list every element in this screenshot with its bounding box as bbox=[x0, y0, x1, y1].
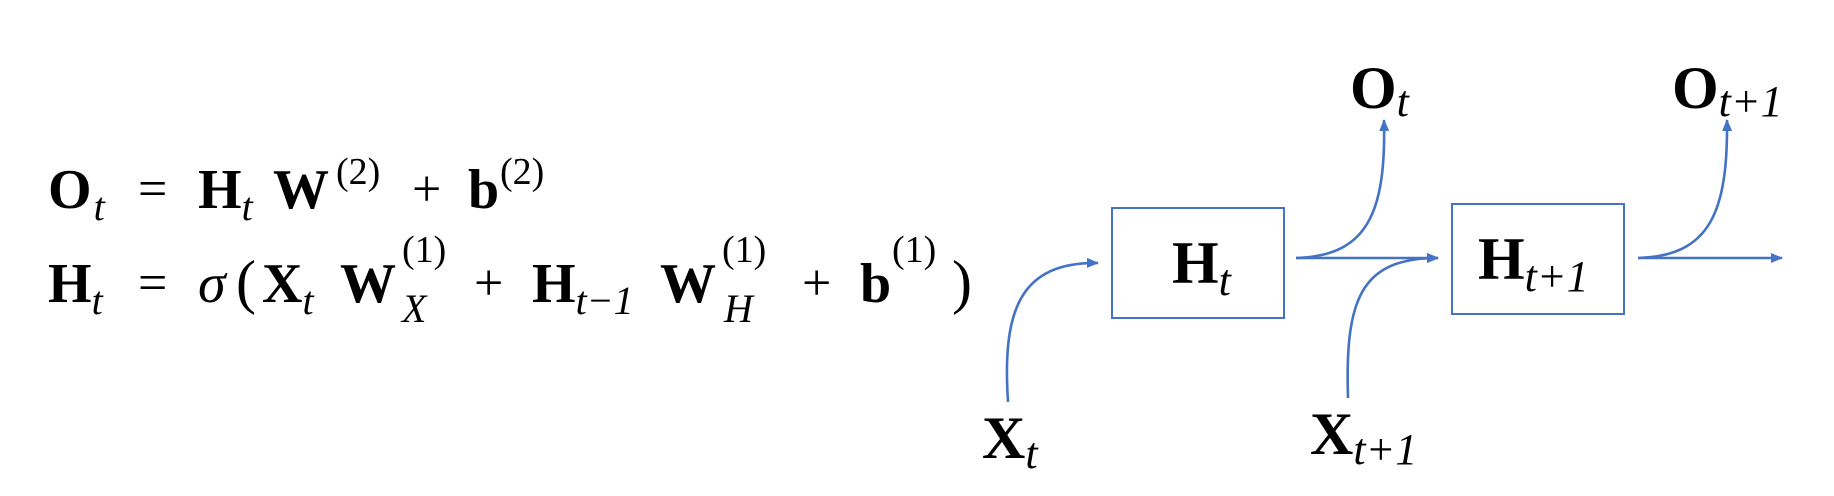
node-h-t: Ht bbox=[1111, 207, 1285, 319]
label-x-t1: Xt+1 bbox=[1310, 401, 1417, 474]
eq2-wx-sub: X bbox=[400, 286, 428, 331]
eq2-x: X bbox=[262, 253, 302, 315]
label-x-t-main: X bbox=[982, 405, 1025, 471]
eq1-b: b bbox=[468, 159, 499, 221]
eq2-lhs-sub: t bbox=[92, 278, 104, 323]
eq2-wh-sub: H bbox=[723, 286, 755, 331]
edges bbox=[1005, 119, 1783, 403]
node-h-t-label: H bbox=[1172, 230, 1219, 296]
label-o-t-sub: t bbox=[1397, 77, 1411, 126]
equation-output: Ot = Ht W (2) + b (2) bbox=[48, 151, 544, 229]
svg-text:Ot: Ot bbox=[48, 159, 106, 229]
node-h-t-sub: t bbox=[1219, 256, 1233, 305]
eq1-lhs-sub: t bbox=[94, 184, 106, 229]
label-o-t1-main: O bbox=[1672, 55, 1719, 121]
eq2-wx: W bbox=[340, 253, 396, 315]
eq1-w: W bbox=[273, 159, 329, 221]
equation-hidden: Ht = σ ( Xt W (1) X + Ht−1 W (1) H + b (… bbox=[48, 229, 972, 331]
eq1-plus: + bbox=[412, 161, 441, 218]
edge-xt-to-ht bbox=[1005, 257, 1099, 403]
eq2-lparen: ( bbox=[236, 249, 256, 315]
svg-text:Xt: Xt bbox=[262, 253, 314, 323]
eq2-h-sub: t−1 bbox=[576, 278, 634, 323]
eq1-w-sup: (2) bbox=[336, 151, 380, 193]
eq1-equals: = bbox=[138, 161, 167, 218]
eq2-wx-sup: (1) bbox=[402, 229, 446, 271]
edge-ht1-to-ot1 bbox=[1637, 119, 1733, 260]
eq2-rparen: ) bbox=[952, 249, 972, 315]
node-h-t1-box bbox=[1451, 203, 1625, 315]
eq2-plus2: + bbox=[802, 255, 831, 312]
eq1-b-sup: (2) bbox=[500, 151, 544, 193]
svg-text:Ht: Ht bbox=[1172, 230, 1233, 305]
eq1-h-sub: t bbox=[242, 184, 254, 229]
eq2-h: H bbox=[532, 253, 576, 315]
label-x-t: Xt bbox=[982, 405, 1039, 478]
eq2-b: b bbox=[860, 253, 891, 315]
eq2-x-sub: t bbox=[302, 278, 314, 323]
eq2-b-sup: (1) bbox=[892, 229, 936, 271]
eq2-wh-sup: (1) bbox=[722, 229, 766, 271]
eq1-h: H bbox=[198, 159, 242, 221]
node-h-t1-sub: t+1 bbox=[1525, 252, 1589, 301]
eq2-plus1: + bbox=[474, 255, 503, 312]
edge-xt1-to-ht1 bbox=[1346, 253, 1439, 399]
eq2-lhs: H bbox=[48, 253, 92, 315]
node-h-t-box bbox=[1111, 207, 1285, 319]
node-h-t1-label: H bbox=[1478, 226, 1525, 292]
svg-text:Ht: Ht bbox=[198, 159, 254, 229]
label-o-t1: Ot+1 bbox=[1672, 55, 1783, 126]
node-h-t1: Ht+1 bbox=[1451, 203, 1625, 315]
label-x-t-sub: t bbox=[1025, 429, 1039, 478]
svg-text:Ht+1: Ht+1 bbox=[1478, 226, 1589, 301]
eq2-wh: W bbox=[660, 253, 716, 315]
svg-text:Ht: Ht bbox=[48, 253, 104, 323]
eq1-lhs: O bbox=[48, 159, 92, 221]
label-x-t1-sub: t+1 bbox=[1353, 425, 1417, 474]
svg-text:Ht−1: Ht−1 bbox=[532, 253, 634, 323]
label-x-t1-main: X bbox=[1310, 401, 1353, 467]
edge-ht-to-ot bbox=[1295, 119, 1390, 260]
label-o-t: Ot bbox=[1350, 55, 1411, 126]
eq2-sigma: σ bbox=[198, 253, 228, 315]
eq2-equals: = bbox=[138, 255, 167, 312]
label-o-t1-sub: t+1 bbox=[1719, 77, 1783, 126]
label-o-t-main: O bbox=[1350, 55, 1397, 121]
